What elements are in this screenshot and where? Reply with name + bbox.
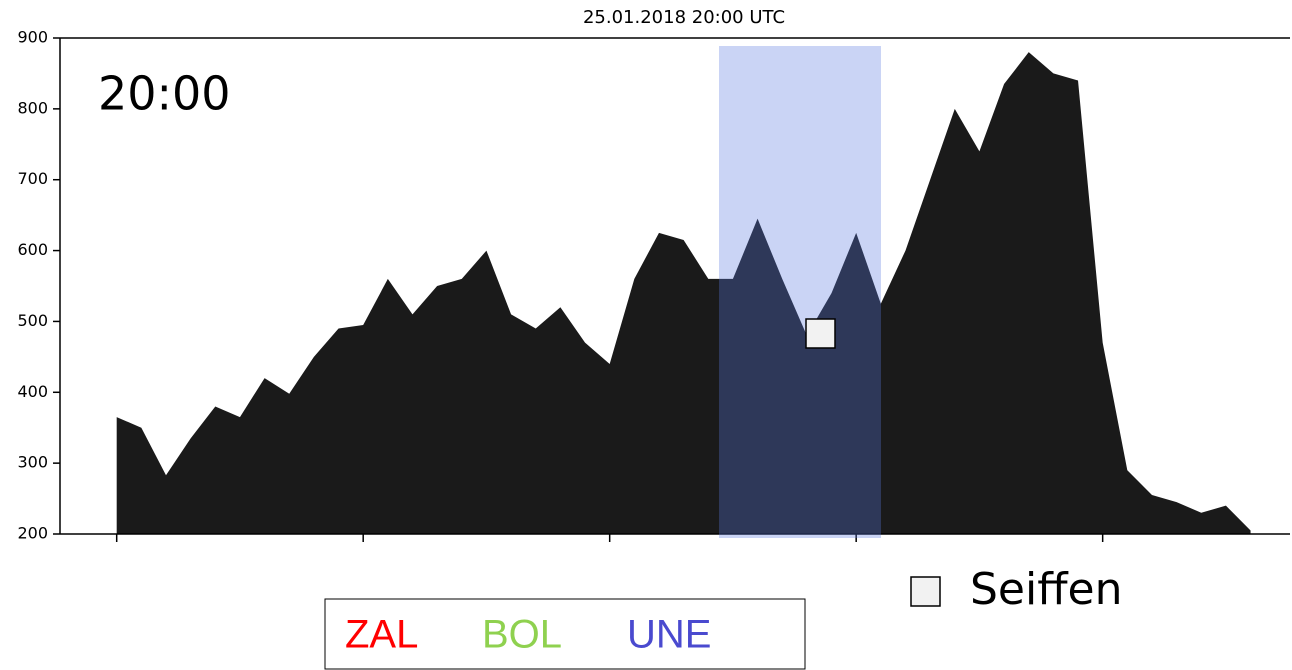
y-tick-label: 600	[17, 240, 48, 259]
y-tick-label: 900	[17, 28, 48, 47]
y-tick-label: 700	[17, 169, 48, 188]
y-tick-label: 400	[17, 382, 48, 401]
terrain-area	[116, 52, 1251, 535]
station-marker	[805, 318, 836, 349]
plot-area: 200 300 400 500 600 700 800 900	[17, 28, 1290, 543]
time-annotation: 20:00	[98, 67, 231, 121]
y-tick-label: 500	[17, 311, 48, 330]
legend-box	[324, 598, 806, 670]
legend-entry: BOL	[482, 613, 562, 657]
legend: ZAL BOL UNE	[345, 613, 711, 657]
legend-entry: ZAL	[345, 613, 418, 657]
y-tick-label: 300	[17, 453, 48, 472]
chart-title: 25.01.2018 20:00 UTC	[583, 7, 785, 28]
station-legend-marker	[910, 576, 941, 607]
legend-entry: UNE	[627, 613, 711, 657]
y-tick-label: 200	[17, 524, 48, 543]
highlight-band	[719, 46, 881, 538]
y-tick-label: 800	[17, 98, 48, 117]
station-label: Seiffen	[970, 564, 1123, 615]
